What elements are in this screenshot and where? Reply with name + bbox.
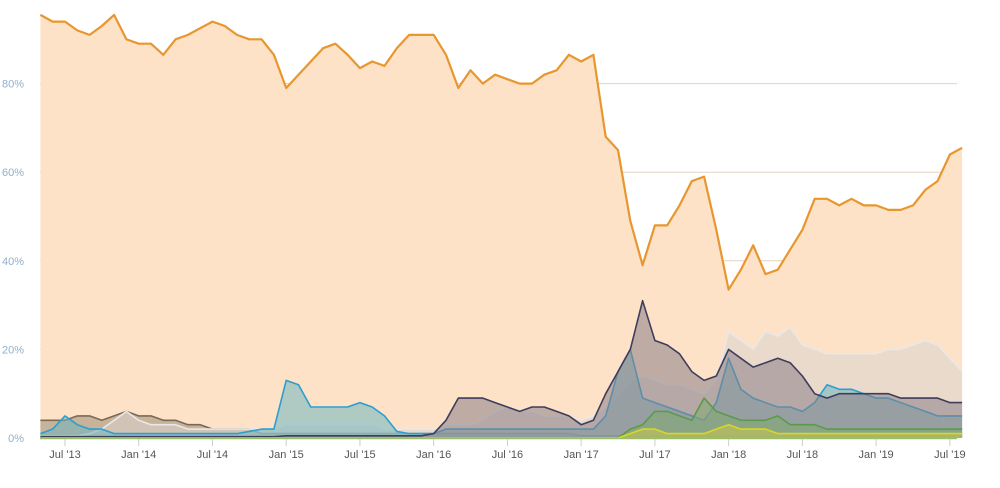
- series-area-4: [40, 300, 963, 438]
- x-tick-label: Jan '18: [711, 449, 746, 461]
- y-tick-label: 60%: [2, 167, 24, 179]
- x-tick-label: Jan '16: [416, 449, 451, 461]
- x-tick-label: Jan '14: [121, 449, 156, 461]
- y-tick-label: 80%: [2, 79, 24, 91]
- series-areas: [39, 13, 963, 439]
- x-tick-label: Jul '15: [344, 449, 375, 461]
- y-tick-label: 0%: [8, 433, 24, 445]
- x-tick-label: Jul '16: [492, 449, 523, 461]
- x-tick-label: Jan '15: [269, 449, 304, 461]
- x-tick-label: Jul '17: [639, 449, 670, 461]
- x-tick-label: Jul '13: [49, 449, 80, 461]
- axes: 0% 20% 40% 60% 80% Jul '13 Jan '14 Jul '14 Jan '…: [2, 79, 966, 461]
- x-tick-label: Jul '18: [787, 449, 818, 461]
- x-tick-label: Jan '19: [859, 449, 894, 461]
- series-area-6: [40, 424, 963, 438]
- y-tick-label: 40%: [2, 256, 24, 268]
- y-tick-label: 20%: [2, 344, 24, 356]
- series-line-0: [39, 13, 963, 291]
- x-tick-label: Jul '19: [934, 449, 965, 461]
- x-tick-label: Jul '14: [197, 449, 228, 461]
- series-area-0: [40, 14, 963, 439]
- series-line-4: [40, 299, 963, 438]
- x-tick-label: Jan '17: [564, 449, 599, 461]
